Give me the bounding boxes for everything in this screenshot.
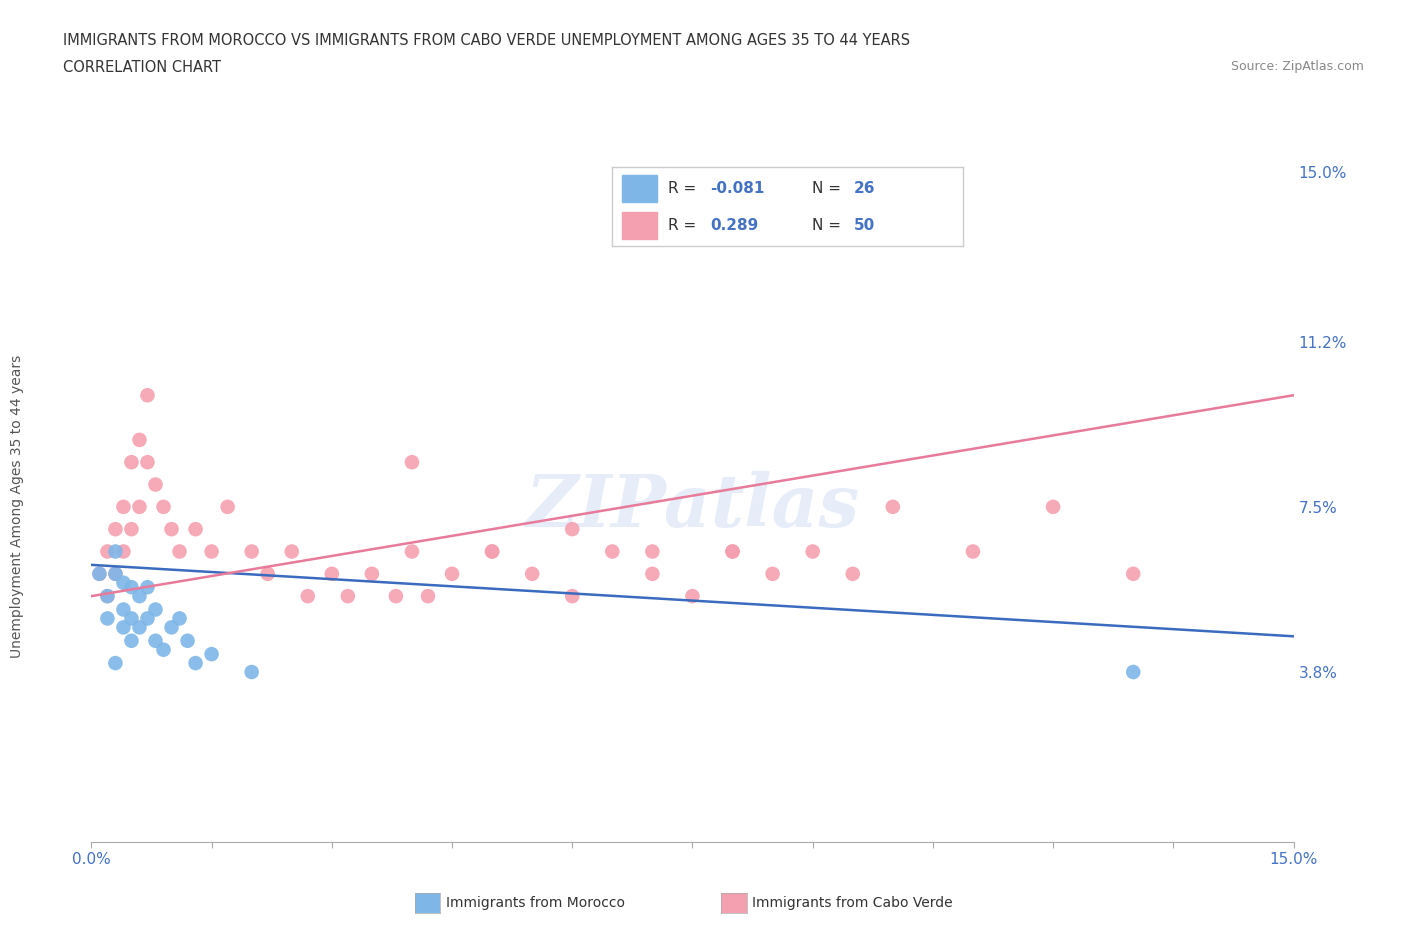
Point xyxy=(121,455,143,470)
Point xyxy=(841,566,863,581)
Point xyxy=(1122,665,1144,680)
Point xyxy=(201,646,224,661)
Text: IMMIGRANTS FROM MOROCCO VS IMMIGRANTS FROM CABO VERDE UNEMPLOYMENT AMONG AGES 35: IMMIGRANTS FROM MOROCCO VS IMMIGRANTS FR… xyxy=(63,33,911,47)
Point xyxy=(184,656,207,671)
Point xyxy=(962,544,984,559)
Point xyxy=(481,544,503,559)
Point xyxy=(136,455,159,470)
Text: R =: R = xyxy=(668,218,702,232)
Point xyxy=(145,477,167,492)
Point xyxy=(401,544,423,559)
Point xyxy=(681,589,703,604)
Text: Source: ZipAtlas.com: Source: ZipAtlas.com xyxy=(1230,60,1364,73)
Text: 0.289: 0.289 xyxy=(710,218,758,232)
Point xyxy=(721,544,744,559)
Point xyxy=(128,589,150,604)
Point xyxy=(112,620,135,635)
Point xyxy=(401,455,423,470)
Point xyxy=(336,589,359,604)
Point xyxy=(89,566,111,581)
Point xyxy=(121,611,143,626)
Point xyxy=(721,544,744,559)
Point xyxy=(522,566,544,581)
Point xyxy=(96,589,118,604)
Point xyxy=(136,579,159,594)
Text: 26: 26 xyxy=(855,181,876,196)
Point xyxy=(217,499,239,514)
Point xyxy=(416,589,439,604)
Point xyxy=(240,544,263,559)
Point xyxy=(112,544,135,559)
Text: -0.081: -0.081 xyxy=(710,181,765,196)
Text: ZIPatlas: ZIPatlas xyxy=(526,472,859,542)
Point xyxy=(176,633,198,648)
Point xyxy=(256,566,278,581)
Point xyxy=(128,620,150,635)
Point xyxy=(201,544,224,559)
Point xyxy=(602,544,624,559)
Point xyxy=(128,499,150,514)
Point xyxy=(136,388,159,403)
Point xyxy=(882,499,904,514)
Point xyxy=(184,522,207,537)
Point xyxy=(440,566,463,581)
Text: R =: R = xyxy=(668,181,702,196)
Bar xyxy=(621,212,657,239)
Point xyxy=(104,522,127,537)
Text: N =: N = xyxy=(813,218,846,232)
Point xyxy=(112,499,135,514)
Point xyxy=(641,544,664,559)
Point xyxy=(89,566,111,581)
Point xyxy=(481,544,503,559)
Point xyxy=(96,611,118,626)
Point xyxy=(561,589,583,604)
Point xyxy=(96,544,118,559)
Text: N =: N = xyxy=(813,181,846,196)
Point xyxy=(160,620,183,635)
Point xyxy=(385,589,408,604)
Point xyxy=(561,522,583,537)
Text: Unemployment Among Ages 35 to 44 years: Unemployment Among Ages 35 to 44 years xyxy=(10,355,24,658)
Point xyxy=(136,611,159,626)
Point xyxy=(104,544,127,559)
Point xyxy=(121,522,143,537)
Point xyxy=(641,566,664,581)
Point xyxy=(104,566,127,581)
Point xyxy=(1042,499,1064,514)
Point xyxy=(762,566,785,581)
Point xyxy=(96,589,118,604)
Point xyxy=(321,566,343,581)
Point xyxy=(104,656,127,671)
Text: Immigrants from Cabo Verde: Immigrants from Cabo Verde xyxy=(752,896,953,910)
Point xyxy=(169,544,191,559)
Text: CORRELATION CHART: CORRELATION CHART xyxy=(63,60,221,75)
Point xyxy=(801,544,824,559)
Point xyxy=(128,432,150,447)
Bar xyxy=(621,176,657,202)
Point xyxy=(112,576,135,591)
Point xyxy=(297,589,319,604)
Point xyxy=(145,633,167,648)
Point xyxy=(121,579,143,594)
Point xyxy=(152,499,174,514)
Point xyxy=(240,665,263,680)
Point xyxy=(169,611,191,626)
Point xyxy=(145,602,167,617)
Point xyxy=(360,566,382,581)
Point xyxy=(160,522,183,537)
Point xyxy=(281,544,304,559)
Point xyxy=(1122,566,1144,581)
Text: 50: 50 xyxy=(855,218,876,232)
Point xyxy=(152,643,174,658)
Point xyxy=(104,566,127,581)
Point xyxy=(121,633,143,648)
Point xyxy=(112,602,135,617)
Text: Immigrants from Morocco: Immigrants from Morocco xyxy=(446,896,624,910)
